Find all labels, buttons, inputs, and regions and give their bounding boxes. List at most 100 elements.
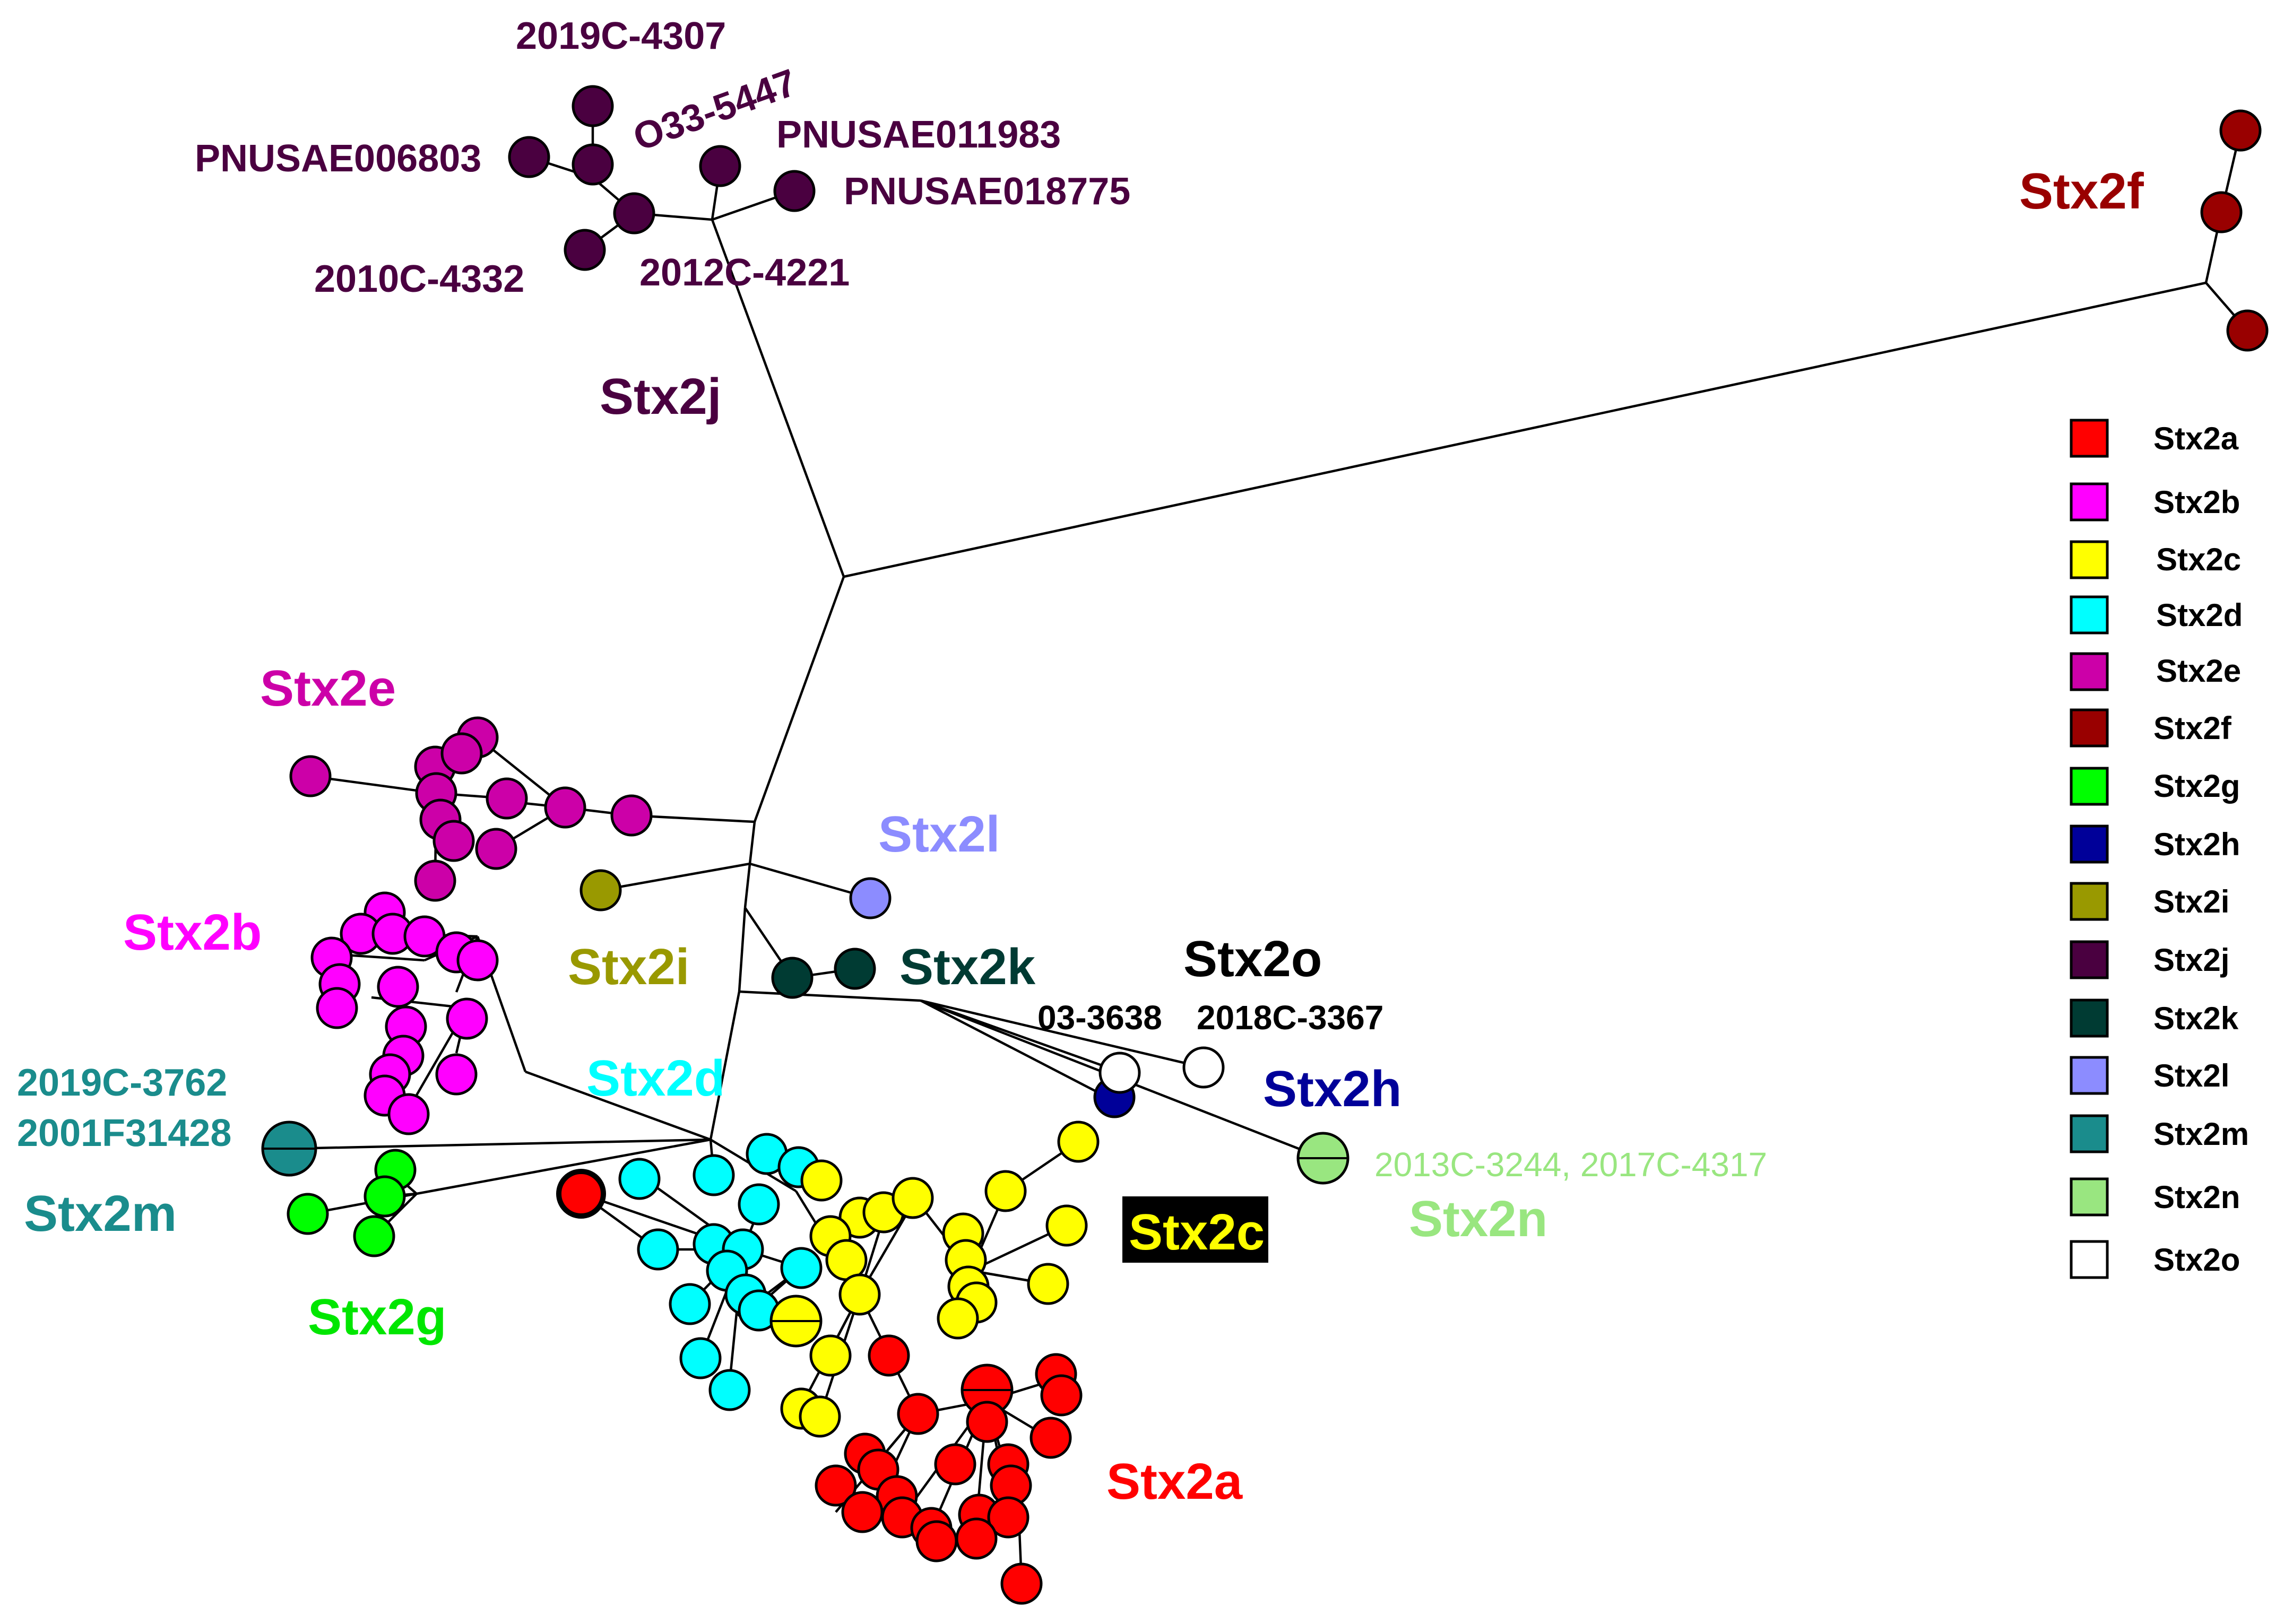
- strain-labels: 2019C-4307 O33-5447 PNUSAE006803 PNUSAE0…: [17, 15, 1767, 1184]
- legend-swatch: [2070, 940, 2109, 979]
- legend-item-stx2i: Stx2i: [2070, 882, 2229, 921]
- label-stx2i: Stx2i: [568, 939, 689, 995]
- legend-swatch: [2070, 882, 2109, 921]
- legend-label: Stx2a: [2153, 421, 2239, 456]
- cluster-labels: Stx2f Stx2j Stx2e Stx2l Stx2b Stx2i Stx2…: [24, 163, 2144, 1510]
- node-stx2a: [966, 1401, 1008, 1443]
- node-stx2e: [544, 786, 586, 829]
- node-stx2a: [915, 1520, 958, 1562]
- strain-label: 2010C-4332: [314, 258, 524, 300]
- label-stx2o: Stx2o: [1183, 931, 1322, 987]
- legend-item-stx2f: Stx2f: [2070, 708, 2232, 748]
- strain-label: PNUSAE011983: [776, 114, 1061, 156]
- legend-swatch: [2070, 767, 2109, 806]
- node-stx2e: [414, 859, 456, 902]
- node-stx2b: [446, 997, 488, 1040]
- node-stx2c: [809, 1334, 852, 1377]
- legend-label: Stx2n: [2153, 1179, 2240, 1215]
- node-stx2j: [572, 143, 614, 186]
- legend-item-stx2j: Stx2j: [2070, 940, 2229, 979]
- legend-swatch: [2070, 540, 2109, 579]
- legend-swatch: [2070, 824, 2109, 864]
- node-stx2a: [868, 1334, 910, 1377]
- node-stx2e: [432, 820, 475, 862]
- label-stx2j: Stx2j: [600, 368, 721, 425]
- node-stx2e: [289, 755, 332, 797]
- node-stx2a: [934, 1443, 976, 1486]
- node-stx2a: [841, 1491, 884, 1533]
- node-stx2g: [353, 1215, 395, 1257]
- node-stx2b: [387, 1093, 430, 1135]
- legend-label: Stx2f: [2153, 710, 2232, 746]
- node-stx2a: [987, 1496, 1029, 1539]
- label-stx2k: Stx2k: [899, 939, 1036, 995]
- node-stx2j: [564, 229, 606, 271]
- node-stx2c: [838, 1273, 881, 1316]
- legend-label: Stx2i: [2153, 884, 2229, 919]
- legend-swatch: [2070, 1177, 2109, 1217]
- legend-label: Stx2l: [2153, 1058, 2229, 1093]
- node-stx2e: [440, 732, 483, 775]
- node-stx2c: [799, 1395, 841, 1438]
- node-stx2a: [955, 1517, 998, 1560]
- legend-swatch: [2070, 1114, 2109, 1153]
- node-stx2o: [1182, 1046, 1225, 1089]
- node-stx2k: [771, 957, 814, 999]
- node-stx2d: [693, 1154, 735, 1196]
- legend-item-stx2h: Stx2h: [2070, 824, 2240, 864]
- node-stx2f: [2226, 309, 2269, 352]
- node-stx2c: [1027, 1263, 1069, 1305]
- node-stx2a: [897, 1393, 939, 1435]
- legend-swatch: [2070, 652, 2109, 691]
- strain-label: 2013C-3244, 2017C-4317: [1374, 1145, 1767, 1184]
- node-stx2c: [800, 1159, 843, 1202]
- node-stx2l: [849, 877, 892, 919]
- node-stx2b: [456, 939, 499, 982]
- legend-item-stx2g: Stx2g: [2070, 767, 2240, 806]
- legend-label: Stx2o: [2153, 1242, 2240, 1278]
- strain-label: 2019C-3762: [17, 1062, 227, 1104]
- node-stx2o: [1098, 1052, 1141, 1094]
- stx2c-label-background: [1122, 1196, 1268, 1263]
- label-stx2m: Stx2m: [24, 1185, 177, 1242]
- node-stx2c: [984, 1170, 1027, 1212]
- node-stx2g: [364, 1175, 406, 1218]
- strain-label: 2019C-4307: [516, 15, 726, 57]
- label-stx2l: Stx2l: [878, 806, 1000, 863]
- node-stx2a: [1040, 1374, 1083, 1417]
- node-stx2j: [773, 170, 816, 212]
- label-stx2d: Stx2d: [586, 1050, 725, 1107]
- node-stx2j: [572, 85, 614, 127]
- node-stx2c: [937, 1297, 979, 1340]
- legend-label: Stx2e: [2156, 653, 2241, 689]
- legend-item-stx2e: Stx2e: [2070, 652, 2241, 691]
- node-stx2c: [1045, 1204, 1088, 1247]
- legend-swatch: [2070, 1056, 2109, 1095]
- node-stx2d: [618, 1158, 661, 1200]
- node-stx2g: [287, 1193, 329, 1235]
- legend-item-stx2c: Stx2c: [2070, 540, 2241, 579]
- node-stx2a: [815, 1464, 857, 1507]
- node-stx2d: [637, 1228, 679, 1271]
- strain-label: 2001F31428: [17, 1112, 231, 1154]
- node-stx2a: [1029, 1417, 1072, 1459]
- node-stx2b: [435, 1053, 478, 1096]
- label-stx2e: Stx2e: [260, 660, 396, 717]
- tree-edges: [289, 98, 2248, 1582]
- tree-nodes: [261, 85, 2269, 1605]
- node-stx2d: [738, 1183, 780, 1226]
- legend-label: Stx2j: [2153, 942, 2229, 978]
- node-stx2c: [892, 1177, 934, 1219]
- node-stx2j: [508, 136, 550, 178]
- strain-label: PNUSAE006803: [195, 137, 481, 180]
- node-stx2f: [2200, 191, 2243, 233]
- strain-label: PNUSAE018775: [844, 170, 1130, 213]
- legend-swatch: [2070, 419, 2109, 458]
- legend-swatch: [2070, 998, 2109, 1038]
- legend: Stx2a Stx2b Stx2c Stx2d Stx2e Stx2f Stx2…: [2070, 419, 2249, 1279]
- node-stx2d: [708, 1369, 751, 1411]
- label-stx2g: Stx2g: [308, 1289, 446, 1345]
- node-stx2k: [834, 948, 876, 990]
- node-stx2j: [613, 192, 655, 235]
